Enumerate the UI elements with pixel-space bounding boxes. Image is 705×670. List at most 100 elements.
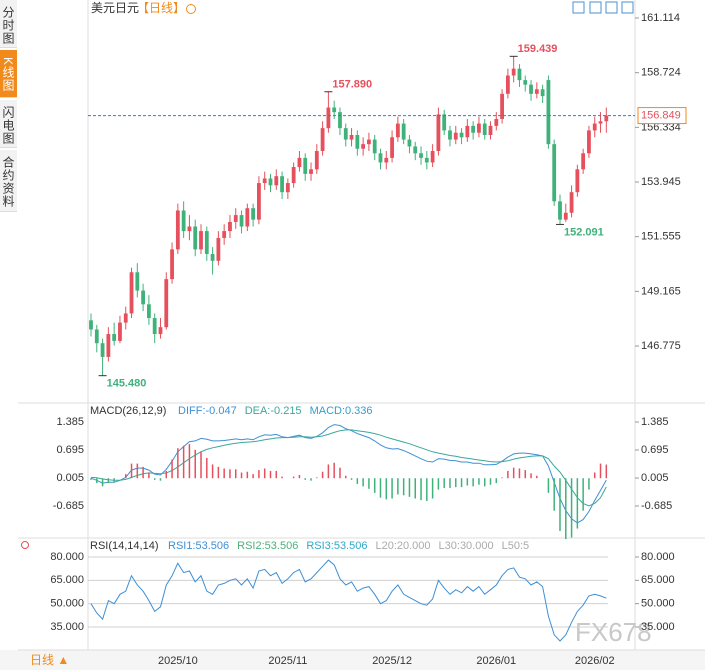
y-tick-label: 146.775	[641, 340, 681, 352]
x-tick-label: 2026/02	[575, 655, 615, 667]
candle-body	[413, 146, 418, 154]
candle-body	[262, 178, 267, 184]
candle-body	[228, 221, 232, 232]
candle-body	[534, 89, 539, 94]
x-tick-label: 2025/11	[268, 655, 307, 667]
candle-body	[598, 121, 603, 124]
candle-body	[367, 139, 371, 145]
candle-body	[372, 139, 377, 154]
legend-label: RSI1:53.506	[168, 540, 229, 552]
chart-subtitle[interactable]: 【日线】	[137, 1, 185, 15]
legend-label: MACD:0.336	[310, 405, 373, 417]
candle-body	[587, 130, 591, 154]
tool-icon[interactable]	[589, 1, 602, 14]
tool-icon[interactable]	[621, 1, 634, 14]
candle-body	[529, 84, 533, 94]
candle-body	[175, 210, 180, 250]
candle-body	[112, 334, 117, 341]
candle-body	[257, 183, 261, 220]
timeframe-button[interactable]: 日线 ▲	[30, 653, 69, 667]
candle-body	[523, 80, 528, 85]
candle-body	[280, 176, 284, 193]
y-tick-label: 1.385	[56, 416, 84, 428]
legend-label: RSI3:53.506	[306, 540, 367, 552]
panel-title: MACD(26,12,9)	[90, 405, 166, 417]
candle-body	[424, 157, 429, 163]
tab[interactable]: K线图	[0, 50, 17, 98]
extreme-label: 152.091	[564, 226, 604, 238]
candle-body	[199, 231, 203, 250]
legend-label: RSI2:53.506	[237, 540, 298, 552]
candle-body	[129, 272, 134, 314]
y-tick-label: 149.165	[641, 285, 681, 297]
candle-body	[245, 208, 250, 227]
candle-body	[395, 123, 400, 138]
candle-body	[100, 343, 105, 357]
legend-label: L50:5	[502, 540, 530, 552]
candle-body	[193, 226, 198, 250]
y-tick-label: 80.000	[641, 551, 675, 563]
candle-body	[552, 144, 557, 202]
panel-title: RSI(14,14,14)	[90, 540, 158, 552]
y-tick-label: 65.000	[641, 574, 675, 586]
candle-body	[332, 107, 337, 113]
candle-body	[419, 153, 423, 158]
tool-icon[interactable]	[605, 1, 618, 14]
candle-body	[477, 123, 481, 133]
tab[interactable]: 闪电图	[0, 100, 17, 148]
candle-body	[210, 253, 215, 261]
candle-body	[569, 192, 574, 213]
candle-body	[118, 322, 122, 341]
y-tick-label: 35.000	[50, 621, 84, 633]
y-tick-label: 80.000	[50, 551, 84, 563]
candle-body	[511, 68, 516, 76]
candle-body	[407, 139, 412, 147]
y-tick-label: 156.334	[641, 121, 681, 133]
candle-body	[558, 201, 562, 220]
candle-body	[563, 212, 568, 220]
y-tick-label: 0.695	[641, 444, 669, 456]
candle-body	[384, 157, 389, 163]
y-tick-label: 0.695	[56, 444, 84, 456]
candle-body	[575, 169, 580, 193]
tab[interactable]: 合约资料	[0, 150, 17, 212]
extreme-label: 157.890	[332, 79, 372, 91]
candle-body	[436, 114, 441, 152]
candle-body	[123, 313, 128, 323]
toolbar	[572, 1, 634, 14]
candle-body	[94, 329, 99, 344]
y-tick-label: 0.005	[641, 472, 669, 484]
candle-body	[517, 68, 522, 81]
y-tick-label: -0.685	[641, 500, 672, 512]
candle-body	[505, 75, 510, 94]
candle-body	[204, 231, 209, 254]
candle-body	[592, 123, 597, 131]
candle-body	[141, 290, 146, 305]
candle-body	[309, 169, 313, 174]
candle-body	[326, 107, 331, 129]
y-tick-label: 50.000	[641, 598, 675, 610]
candle-body	[233, 215, 238, 222]
macd-line	[90, 429, 607, 507]
candle-body	[216, 237, 221, 261]
rsi-line	[90, 559, 607, 642]
candle-body	[540, 89, 545, 97]
last-price-box	[637, 107, 687, 125]
tool-icon[interactable]	[572, 1, 585, 14]
candle-body	[448, 130, 452, 140]
legend-label: DEA:-0.215	[245, 405, 302, 417]
x-tick-label: 2026/01	[476, 655, 516, 667]
settings-icon[interactable]	[21, 541, 29, 549]
candle-body	[152, 318, 157, 335]
candle-body	[181, 210, 186, 232]
candle-body	[482, 123, 487, 135]
candle-body	[291, 167, 296, 184]
tab[interactable]: 分时图	[0, 0, 17, 48]
add-icon[interactable]	[186, 4, 196, 14]
candle-body	[390, 137, 394, 158]
candle-body	[320, 128, 325, 152]
candle-body	[164, 279, 169, 328]
candle-body	[488, 125, 493, 135]
